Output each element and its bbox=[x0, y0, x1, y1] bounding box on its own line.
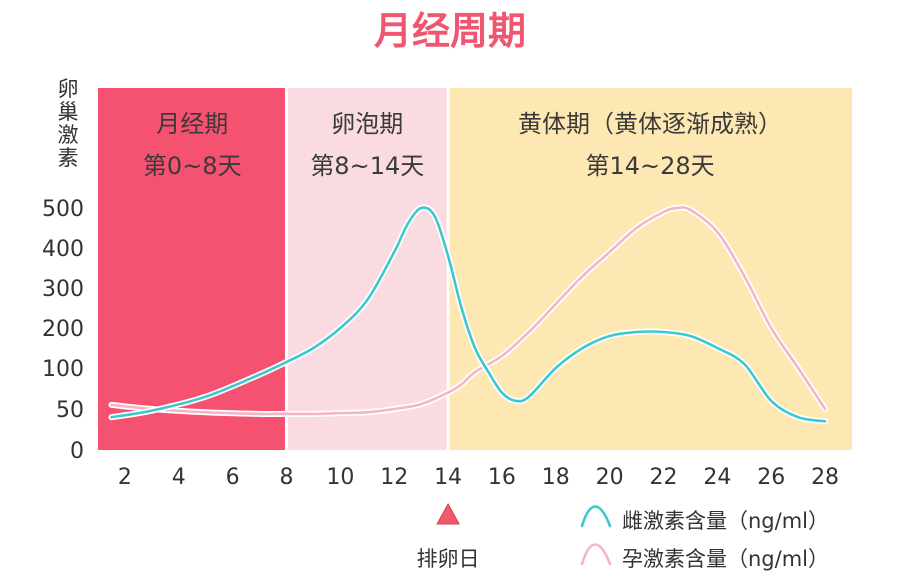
x-tick-label: 16 bbox=[488, 465, 516, 490]
x-tick-label: 26 bbox=[757, 465, 785, 490]
y-axis-label-char: 激 bbox=[58, 123, 79, 147]
x-tick-label: 24 bbox=[703, 465, 731, 490]
phase-band-0 bbox=[98, 88, 287, 450]
phase-name-1: 卵泡期 bbox=[331, 110, 403, 138]
x-tick-label: 10 bbox=[326, 465, 354, 490]
series-lines bbox=[108, 204, 829, 425]
phase-range-2: 第14~28天 bbox=[585, 152, 714, 180]
phase-name-2: 黄体期（黄体逐渐成熟） bbox=[518, 110, 782, 138]
legend-swatch-0 bbox=[580, 505, 612, 528]
ovulation-marker-triangle bbox=[436, 502, 460, 525]
x-tick-label: 8 bbox=[280, 465, 294, 490]
phase-range-1: 第8~14天 bbox=[310, 152, 424, 180]
ovulation-label: 排卵日 bbox=[417, 547, 480, 571]
phase-name-0: 月经期 bbox=[156, 110, 228, 138]
x-tick-label: 4 bbox=[172, 465, 186, 490]
phase-backgrounds bbox=[98, 88, 852, 450]
legend-label-1: 孕激素含量（ng/ml） bbox=[622, 547, 829, 571]
legend-label-0: 雌激素含量（ng/ml） bbox=[622, 509, 829, 533]
series-line-0 bbox=[110, 206, 827, 423]
phase-band-1 bbox=[286, 88, 449, 450]
y-tick-label: 400 bbox=[42, 237, 84, 262]
y-tick-label: 300 bbox=[42, 277, 84, 302]
legend-swatch-1 bbox=[580, 543, 612, 566]
y-axis-label-char: 巢 bbox=[58, 100, 79, 124]
y-axis-label-char: 卵 bbox=[58, 77, 79, 101]
x-tick-label: 22 bbox=[650, 465, 678, 490]
x-tick-label: 28 bbox=[811, 465, 839, 490]
y-tick-label: 0 bbox=[70, 439, 84, 464]
ovulation-annotation: 排卵日 bbox=[417, 502, 480, 571]
phase-range-0: 第0~8天 bbox=[143, 152, 242, 180]
x-tick-label: 2 bbox=[118, 465, 132, 490]
chart-title: 月经周期 bbox=[374, 9, 526, 53]
x-tick-label: 12 bbox=[380, 465, 408, 490]
y-axis-label-char: 素 bbox=[58, 146, 79, 170]
x-tick-label: 6 bbox=[226, 465, 240, 490]
phase-band-2 bbox=[448, 88, 852, 450]
y-tick-label: 50 bbox=[56, 398, 84, 423]
y-tick-label: 200 bbox=[42, 317, 84, 342]
series-line-1 bbox=[110, 206, 827, 416]
x-tick-label: 20 bbox=[596, 465, 624, 490]
legend: 雌激素含量（ng/ml） 孕激素含量（ng/ml） bbox=[580, 505, 829, 571]
y-axis-ticks: 0 50 100 200 300 400 500 bbox=[42, 197, 84, 464]
x-tick-label: 14 bbox=[434, 465, 462, 490]
y-tick-label: 500 bbox=[42, 197, 84, 222]
x-tick-label: 18 bbox=[542, 465, 570, 490]
y-tick-label: 100 bbox=[42, 357, 84, 382]
x-axis-ticks: 2 4 6 8 10 12 14 16 18 20 22 24 26 28 bbox=[118, 465, 839, 490]
